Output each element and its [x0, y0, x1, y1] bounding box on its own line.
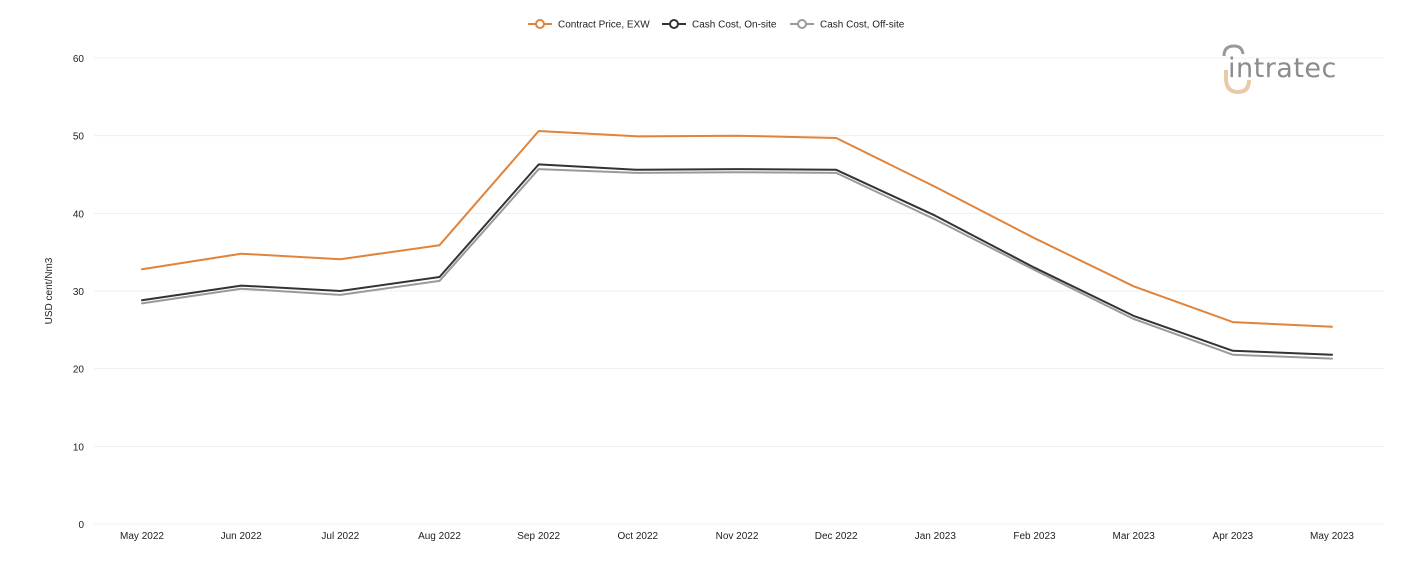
- x-tick-label: Mar 2023: [1113, 531, 1156, 542]
- x-tick-label: Feb 2023: [1013, 531, 1056, 542]
- legend-item: Contract Price, EXW: [528, 19, 650, 31]
- y-tick-label: 20: [73, 365, 85, 376]
- x-tick-label: May 2023: [1310, 531, 1354, 542]
- series-line-0: [141, 130, 1333, 328]
- y-tick-label: 30: [73, 287, 85, 298]
- series-line-1: [141, 163, 1333, 356]
- x-tick-label: Apr 2023: [1213, 531, 1254, 542]
- y-tick-label: 50: [73, 132, 85, 143]
- legend-marker-icon: [797, 19, 807, 29]
- y-tick-label: 10: [73, 442, 85, 453]
- y-tick-label: 40: [73, 209, 85, 220]
- x-tick-label: Sep 2022: [517, 531, 560, 542]
- x-tick-label: Jun 2022: [221, 531, 263, 542]
- y-axis-title: USD cent/Nm3: [44, 257, 55, 324]
- logo-mark-icon: [1224, 70, 1251, 95]
- y-tick-label: 0: [78, 520, 84, 531]
- legend-item: Cash Cost, Off-site: [790, 19, 905, 31]
- x-tick-label: May 2022: [120, 531, 164, 542]
- x-tick-label: Oct 2022: [618, 531, 659, 542]
- x-tick-label: Nov 2022: [716, 531, 759, 542]
- series-lines: [141, 130, 1333, 360]
- legend: Contract Price, EXW Cash Cost, On-site Cas…: [528, 19, 905, 31]
- legend-label: Cash Cost, On-site: [692, 20, 777, 31]
- legend-marker-icon: [535, 19, 545, 29]
- intratec-logo: intratec: [1222, 44, 1337, 95]
- x-tick-label: Dec 2022: [815, 531, 858, 542]
- logo-text: intratec: [1228, 53, 1337, 84]
- legend-item: Cash Cost, On-site: [662, 19, 777, 31]
- x-tick-label: Aug 2022: [418, 531, 461, 542]
- x-tick-label: Jan 2023: [915, 531, 957, 542]
- legend-marker-icon: [669, 19, 679, 29]
- y-axis-ticks: 0 10 20 30 40 50 60: [73, 54, 85, 531]
- series-line-2: [141, 168, 1333, 360]
- legend-label: Cash Cost, Off-site: [820, 20, 905, 31]
- x-axis-ticks: May 2022 Jun 2022 Jul 2022 Aug 2022 Sep 2022…: [120, 531, 1354, 542]
- legend-label: Contract Price, EXW: [558, 20, 650, 31]
- y-tick-label: 60: [73, 54, 85, 65]
- logo-arch-icon: [1222, 44, 1245, 57]
- x-tick-label: Jul 2022: [321, 531, 359, 542]
